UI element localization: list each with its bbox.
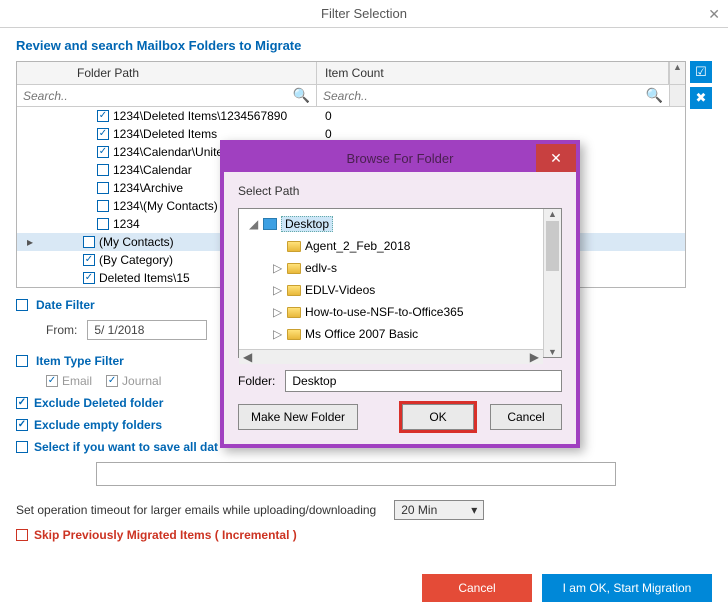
item-type-label: Item Type Filter bbox=[36, 354, 124, 368]
from-date-input[interactable]: 5/ 1/2018 bbox=[87, 320, 207, 340]
dialog-cancel-button[interactable]: Cancel bbox=[490, 404, 562, 430]
tree-item[interactable]: ◢ Desktop bbox=[245, 213, 537, 235]
close-icon[interactable]: ✕ bbox=[708, 6, 720, 23]
tree-expand-icon[interactable]: ▷ bbox=[273, 283, 283, 297]
tree-item-label: Desktop bbox=[281, 216, 333, 232]
folder-icon bbox=[287, 285, 301, 296]
folder-label: Folder: bbox=[238, 374, 275, 388]
search-icon[interactable]: 🔍 bbox=[646, 87, 663, 104]
window-titlebar: Filter Selection ✕ bbox=[0, 0, 728, 28]
tree-item-label: EDLV-Videos bbox=[305, 283, 375, 297]
ok-button[interactable]: OK bbox=[402, 404, 474, 430]
search-path-input[interactable] bbox=[23, 89, 293, 103]
start-migration-button[interactable]: I am OK, Start Migration bbox=[542, 574, 712, 602]
cancel-button[interactable]: Cancel bbox=[422, 574, 532, 602]
window-title: Filter Selection bbox=[321, 6, 407, 21]
row-label: 1234 bbox=[113, 217, 140, 231]
row-label: 1234\Deleted Items bbox=[113, 127, 217, 141]
make-new-folder-button[interactable]: Make New Folder bbox=[238, 404, 358, 430]
item-type-checkbox[interactable] bbox=[16, 355, 28, 367]
page-heading: Review and search Mailbox Folders to Mig… bbox=[16, 38, 712, 53]
row-checkbox[interactable] bbox=[97, 146, 109, 158]
row-label: (My Contacts) bbox=[99, 235, 174, 249]
grid-search-row: 🔍 🔍 bbox=[17, 85, 685, 107]
scroll-up-icon[interactable]: ▲ bbox=[669, 62, 685, 84]
dialog-titlebar: Browse For Folder ✕ bbox=[224, 144, 576, 172]
tree-expand-icon[interactable]: ◢ bbox=[249, 217, 259, 231]
tree-item-label: Ms Office 2007 Basic bbox=[305, 327, 418, 341]
grid-side-buttons: ☑ ✖ bbox=[690, 61, 712, 288]
exclude-deleted-checkbox[interactable] bbox=[16, 397, 28, 409]
tree-expand-icon[interactable]: ▷ bbox=[273, 327, 283, 341]
grid-header: Folder Path Item Count ▲ bbox=[17, 62, 685, 85]
select-all-button[interactable]: ☑ bbox=[690, 61, 712, 83]
row-label: Deleted Items\15 bbox=[99, 271, 190, 285]
row-count: 0 bbox=[317, 127, 685, 141]
row-checkbox[interactable] bbox=[97, 182, 109, 194]
folder-tree: ◢ Desktop Agent_2_Feb_2018 ▷ edlv-s ▷ EDLV-Vid… bbox=[238, 208, 562, 358]
tree-item[interactable]: ▷ Ms Office 2007 Basic bbox=[245, 323, 537, 345]
timeout-label: Set operation timeout for larger emails … bbox=[16, 503, 376, 517]
desktop-icon bbox=[263, 218, 277, 230]
tree-item[interactable]: ▷ EDLV-Videos bbox=[245, 279, 537, 301]
row-checkbox[interactable] bbox=[83, 272, 95, 284]
tree-item[interactable]: Agent_2_Feb_2018 bbox=[245, 235, 537, 257]
row-checkbox[interactable] bbox=[97, 110, 109, 122]
expand-arrow-icon: ▸ bbox=[27, 235, 35, 249]
tree-vscroll[interactable]: ▲ ▼ bbox=[543, 209, 561, 357]
tree-item-label: edlv-s bbox=[305, 261, 337, 275]
row-checkbox[interactable] bbox=[97, 218, 109, 230]
tree-item[interactable]: ▷ How-to-use-NSF-to-Office365 bbox=[245, 301, 537, 323]
chevron-down-icon: ▾ bbox=[471, 503, 477, 517]
save-all-checkbox[interactable] bbox=[16, 441, 28, 453]
email-checkbox[interactable] bbox=[46, 375, 58, 387]
tree-expand-icon[interactable]: ▷ bbox=[273, 305, 283, 319]
from-label: From: bbox=[46, 323, 77, 337]
row-count: 0 bbox=[317, 109, 685, 123]
dialog-title: Browse For Folder bbox=[347, 151, 454, 166]
folder-name-input[interactable] bbox=[285, 370, 562, 392]
folder-icon bbox=[287, 241, 301, 252]
dialog-close-button[interactable]: ✕ bbox=[536, 144, 576, 172]
row-label: 1234\Calendar bbox=[113, 163, 192, 177]
journal-checkbox[interactable] bbox=[106, 375, 118, 387]
skip-checkbox[interactable] bbox=[16, 529, 28, 541]
exclude-empty-checkbox[interactable] bbox=[16, 419, 28, 431]
row-checkbox[interactable] bbox=[83, 236, 95, 248]
date-filter-label: Date Filter bbox=[36, 298, 95, 312]
save-path-input[interactable] bbox=[96, 462, 616, 486]
col-item-count[interactable]: Item Count bbox=[317, 62, 669, 84]
tree-item-label: How-to-use-NSF-to-Office365 bbox=[305, 305, 464, 319]
skip-migrated-option[interactable]: Skip Previously Migrated Items ( Increme… bbox=[16, 528, 712, 542]
row-label: (By Category) bbox=[99, 253, 173, 267]
timeout-select[interactable]: 20 Min ▾ bbox=[394, 500, 484, 520]
search-count-input[interactable] bbox=[323, 89, 646, 103]
tree-item-label: Agent_2_Feb_2018 bbox=[305, 239, 410, 253]
tree-item[interactable]: ▷ edlv-s bbox=[245, 257, 537, 279]
row-label: 1234\Archive bbox=[113, 181, 183, 195]
row-checkbox[interactable] bbox=[97, 128, 109, 140]
row-checkbox[interactable] bbox=[97, 164, 109, 176]
folder-icon bbox=[287, 329, 301, 340]
folder-icon bbox=[287, 263, 301, 274]
row-label: 1234\Deleted Items\1234567890 bbox=[113, 109, 287, 123]
deselect-all-button[interactable]: ✖ bbox=[690, 87, 712, 109]
date-filter-checkbox[interactable] bbox=[16, 299, 28, 311]
row-checkbox[interactable] bbox=[83, 254, 95, 266]
tree-hscroll[interactable]: ◀▶ bbox=[239, 349, 543, 364]
col-folder-path[interactable]: Folder Path bbox=[17, 62, 317, 84]
browse-folder-dialog: Browse For Folder ✕ Select Path ◢ Desktop… bbox=[220, 140, 580, 448]
tree-expand-icon[interactable]: ▷ bbox=[273, 261, 283, 275]
folder-icon bbox=[287, 307, 301, 318]
search-icon[interactable]: 🔍 bbox=[293, 87, 310, 104]
row-checkbox[interactable] bbox=[97, 200, 109, 212]
select-path-label: Select Path bbox=[238, 184, 562, 198]
table-row[interactable]: 1234\Deleted Items\1234567890 0 bbox=[17, 107, 685, 125]
row-label: 1234\(My Contacts) bbox=[113, 199, 218, 213]
